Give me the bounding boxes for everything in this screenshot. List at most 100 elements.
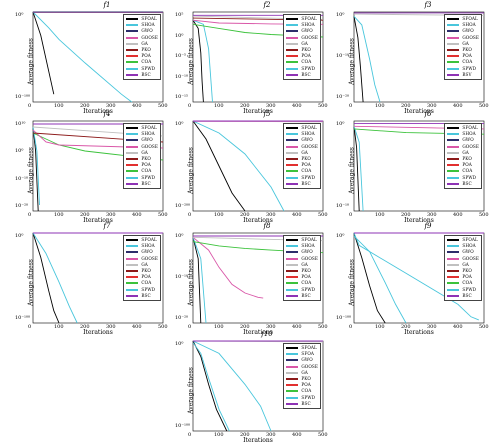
- legend-swatch: [126, 245, 139, 248]
- legend-entry: PKO: [126, 268, 158, 274]
- legend-label: SFOAL: [462, 16, 478, 22]
- x-axis-label: Iterations: [243, 108, 273, 115]
- legend-label: SFOAL: [301, 345, 317, 351]
- x-tick-label: 100: [54, 324, 64, 330]
- legend-label: SPWD: [141, 174, 156, 180]
- y-axis-label: Average fitness: [348, 259, 356, 306]
- legend-entry: SPWD: [286, 175, 318, 181]
- series-line-sfoal: [353, 232, 386, 324]
- legend-entry: GOOSE: [286, 256, 318, 262]
- x-tick-label: 300: [427, 103, 437, 109]
- legend-label: BSC: [462, 180, 472, 186]
- legend-entry: BSC: [286, 293, 318, 299]
- legend-label: GA: [462, 40, 469, 46]
- x-tick-label: 500: [318, 103, 328, 109]
- legend-entry: GA: [126, 41, 158, 47]
- x-tick-label: 300: [266, 212, 276, 218]
- legend-entry: GWO: [286, 137, 318, 143]
- legend-label: PKO: [462, 47, 472, 53]
- x-tick-label: 400: [453, 103, 463, 109]
- plot-frame: [353, 120, 485, 212]
- legend-swatch: [447, 36, 460, 39]
- x-tick-label: 200: [80, 212, 90, 218]
- legend-label: SHOA: [141, 131, 155, 137]
- legend-entry: SHOA: [126, 243, 158, 249]
- legend-entry: BSC: [286, 181, 318, 187]
- legend-label: POA: [301, 382, 311, 388]
- legend-entry: BSC: [447, 293, 479, 299]
- x-tick-label: 100: [214, 212, 224, 218]
- legend-entry: POA: [126, 53, 158, 59]
- legend-entry: SFOAL: [126, 237, 158, 243]
- legend-entry: POA: [126, 274, 158, 280]
- legend-entry: BSC: [286, 72, 318, 78]
- legend-swatch: [126, 42, 139, 45]
- legend-label: SHOA: [141, 22, 155, 28]
- series-line-spwd: [353, 232, 479, 321]
- legend-label: COA: [462, 168, 473, 174]
- x-tick-label: 400: [132, 103, 142, 109]
- y-axis-label: Average fitness: [27, 147, 35, 194]
- legend-entry: POA: [286, 382, 318, 388]
- legend-swatch: [286, 61, 299, 64]
- legend-entry: SHOA: [286, 22, 318, 28]
- x-tick-label: 500: [158, 324, 168, 330]
- legend: SFOAL SHOA GWO GOOSE GA PKO POA COA SPWD BSC: [123, 14, 161, 80]
- x-tick-label: 300: [427, 324, 437, 330]
- legend-entry: BSC: [286, 401, 318, 407]
- legend: SFOAL SHOA GWO GOOSE GA PKO POA COA SPWD BSC: [283, 14, 321, 80]
- x-tick-label: 0: [188, 103, 192, 109]
- x-tick-label: 300: [106, 103, 116, 109]
- legend-label: SPWD: [462, 174, 477, 180]
- y-tick-label: 10⁻¹⁰⁰: [175, 423, 191, 429]
- chart-svg: [192, 340, 324, 432]
- legend-entry: COA: [126, 280, 158, 286]
- legend-entry: GOOSE: [447, 144, 479, 150]
- x-axis-label: Iterations: [404, 329, 434, 336]
- legend-label: PKO: [141, 268, 151, 274]
- x-axis-label: Iterations: [83, 108, 113, 115]
- legend-label: SPWD: [301, 286, 316, 292]
- legend-label: GWO: [301, 249, 313, 255]
- legend-swatch: [126, 36, 139, 39]
- legend-label: GA: [301, 40, 308, 46]
- legend: SFOAL SHOA GWO GOOSE GA PKO POA COA SPWD BSV: [444, 14, 482, 80]
- x-tick-label: 500: [318, 432, 328, 438]
- chart-title: f4: [103, 110, 111, 118]
- chart-panel-f10: f10 0 100 200 300 400 500 10⁰ 10⁻¹⁰⁰ Average fitn…: [175, 330, 341, 444]
- legend-entry: GWO: [286, 357, 318, 363]
- series-line-spwd: [192, 237, 207, 324]
- legend-label: SFOAL: [462, 237, 478, 243]
- legend-entry: COA: [286, 388, 318, 394]
- legend-entry: SHOA: [126, 131, 158, 137]
- legend-swatch: [286, 245, 299, 248]
- series-line-spwd: [32, 232, 78, 324]
- y-tick-label: 10⁻¹⁰: [175, 73, 189, 80]
- legend-entry: COA: [447, 168, 479, 174]
- y-tick-label: 10⁻²⁰: [175, 315, 189, 321]
- legend-label: SFOAL: [301, 125, 317, 131]
- x-tick-label: 200: [240, 103, 250, 109]
- legend-entry: POA: [286, 162, 318, 168]
- legend-entry: SFOAL: [286, 125, 318, 131]
- legend-entry: GOOSE: [126, 144, 158, 150]
- legend-entry: GWO: [447, 137, 479, 143]
- series-line-sfoal: [192, 19, 204, 103]
- legend-entry: GWO: [286, 249, 318, 255]
- legend-swatch: [286, 164, 299, 167]
- legend-entry: SPWD: [286, 395, 318, 401]
- y-tick-label: 10⁻¹⁵: [175, 94, 189, 100]
- legend-swatch: [286, 396, 299, 399]
- legend-swatch: [447, 49, 460, 52]
- y-tick-label: 10⁻²⁰: [336, 94, 350, 100]
- legend-entry: BSC: [126, 293, 158, 299]
- y-axis-label: Average fitness: [187, 38, 195, 85]
- legend-entry: SHOA: [447, 22, 479, 28]
- y-tick-label: 10⁰: [175, 341, 184, 347]
- legend-label: GA: [462, 261, 469, 267]
- legend-label: SHOA: [462, 243, 476, 249]
- legend-entry: GA: [286, 41, 318, 47]
- legend-entry: GA: [286, 370, 318, 376]
- legend-swatch: [447, 30, 460, 33]
- legend-swatch: [286, 390, 299, 393]
